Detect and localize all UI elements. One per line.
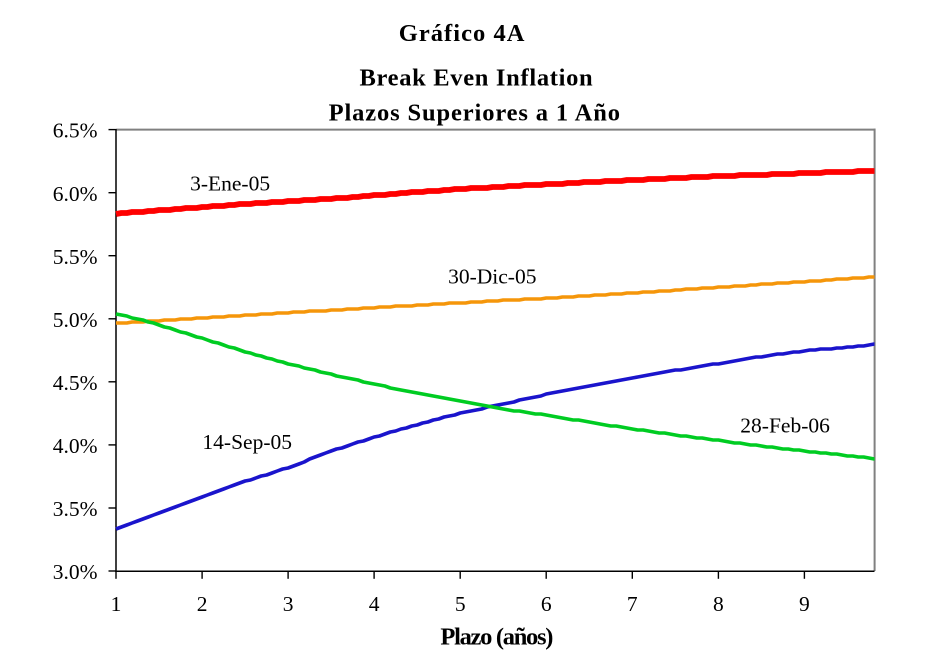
svg-text:5: 5 [455,592,466,616]
svg-text:30-Dic-05: 30-Dic-05 [448,264,536,288]
svg-text:6.0%: 6.0% [53,182,98,206]
svg-text:4.0%: 4.0% [53,434,98,458]
svg-text:3.5%: 3.5% [53,497,98,521]
svg-text:6: 6 [541,592,552,616]
svg-text:Gráfico 4A: Gráfico 4A [399,20,525,47]
svg-text:4: 4 [369,592,380,616]
svg-text:6.5%: 6.5% [53,119,98,143]
svg-text:Plazos Superiores a 1 Año: Plazos Superiores a 1 Año [329,99,620,126]
svg-text:2: 2 [197,592,208,616]
svg-text:Plazo (años): Plazo (años) [440,624,553,651]
svg-text:8: 8 [713,592,724,616]
svg-text:3.0%: 3.0% [53,560,98,584]
svg-text:1: 1 [111,592,122,616]
svg-text:5.0%: 5.0% [53,308,98,332]
svg-text:3-Ene-05: 3-Ene-05 [190,171,270,195]
svg-text:4.5%: 4.5% [53,371,98,395]
svg-text:14-Sep-05: 14-Sep-05 [202,430,292,454]
svg-text:3: 3 [283,592,294,616]
svg-text:28-Feb-06: 28-Feb-06 [740,413,830,437]
svg-text:Break Even Inflation: Break Even Inflation [360,65,594,92]
svg-text:7: 7 [627,592,638,616]
svg-text:9: 9 [799,592,810,616]
svg-text:5.5%: 5.5% [53,245,98,269]
